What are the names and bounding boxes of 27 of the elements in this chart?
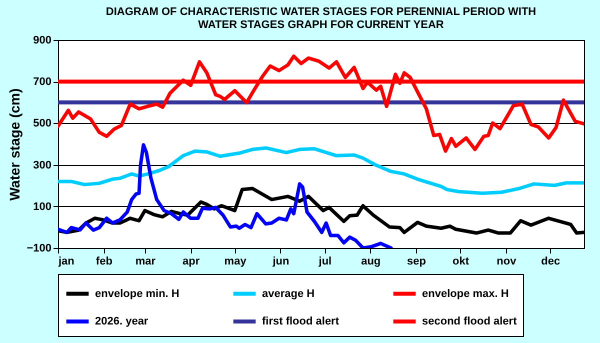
legend-label: first flood alert (262, 316, 340, 328)
y-tick-label: 900 (33, 34, 52, 46)
y-axis-title: Water stage (cm) (6, 88, 23, 201)
chart-title: DIAGRAM OF CHARACTERISTIC WATER STAGES FOR PERENNIAL PERIOD WITH WATER STAGES GRAPH FOR CURRENT YEAR (106, 6, 536, 31)
y-tick-label: −100 (26, 242, 52, 254)
x-tick-label: dec (541, 256, 560, 268)
x-tick-label: apr (182, 256, 200, 268)
y-tick-label: 700 (33, 76, 52, 88)
x-tick-label: okt (452, 256, 470, 268)
x-tick-label: aug (361, 256, 381, 268)
x-tick-label: jun (272, 256, 290, 268)
x-tick-label: feb (96, 256, 113, 268)
x-tick-label: jul (318, 256, 332, 268)
y-tick-label: 500 (33, 118, 52, 130)
x-tick-label: jan (58, 256, 75, 268)
x-tick-label: mar (135, 256, 156, 268)
x-tick-label: sep (407, 256, 426, 268)
y-tick-label: 300 (33, 159, 52, 172)
legend-label: envelope min. H (95, 288, 180, 300)
y-tick-label: 100 (33, 200, 52, 213)
legend-label: envelope max. H (422, 288, 509, 300)
x-tick-label: may (224, 256, 248, 268)
legend-label: second flood alert (422, 316, 518, 328)
line-series (58, 143, 393, 248)
legend-label: average H (262, 288, 315, 300)
x-tick-label: nov (496, 256, 518, 268)
legend-label: 2026. year (95, 316, 149, 328)
